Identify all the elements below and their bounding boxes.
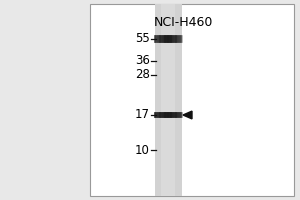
Text: 36: 36 [135,54,150,68]
Text: NCI-H460: NCI-H460 [153,16,213,29]
Text: 17: 17 [135,108,150,121]
Bar [90,4,294,196]
Polygon shape [183,111,192,119]
Text: 28: 28 [135,68,150,82]
Bar [161,4,175,196]
Text: 55: 55 [135,32,150,46]
Bar [154,4,182,196]
Text: 10: 10 [135,144,150,156]
